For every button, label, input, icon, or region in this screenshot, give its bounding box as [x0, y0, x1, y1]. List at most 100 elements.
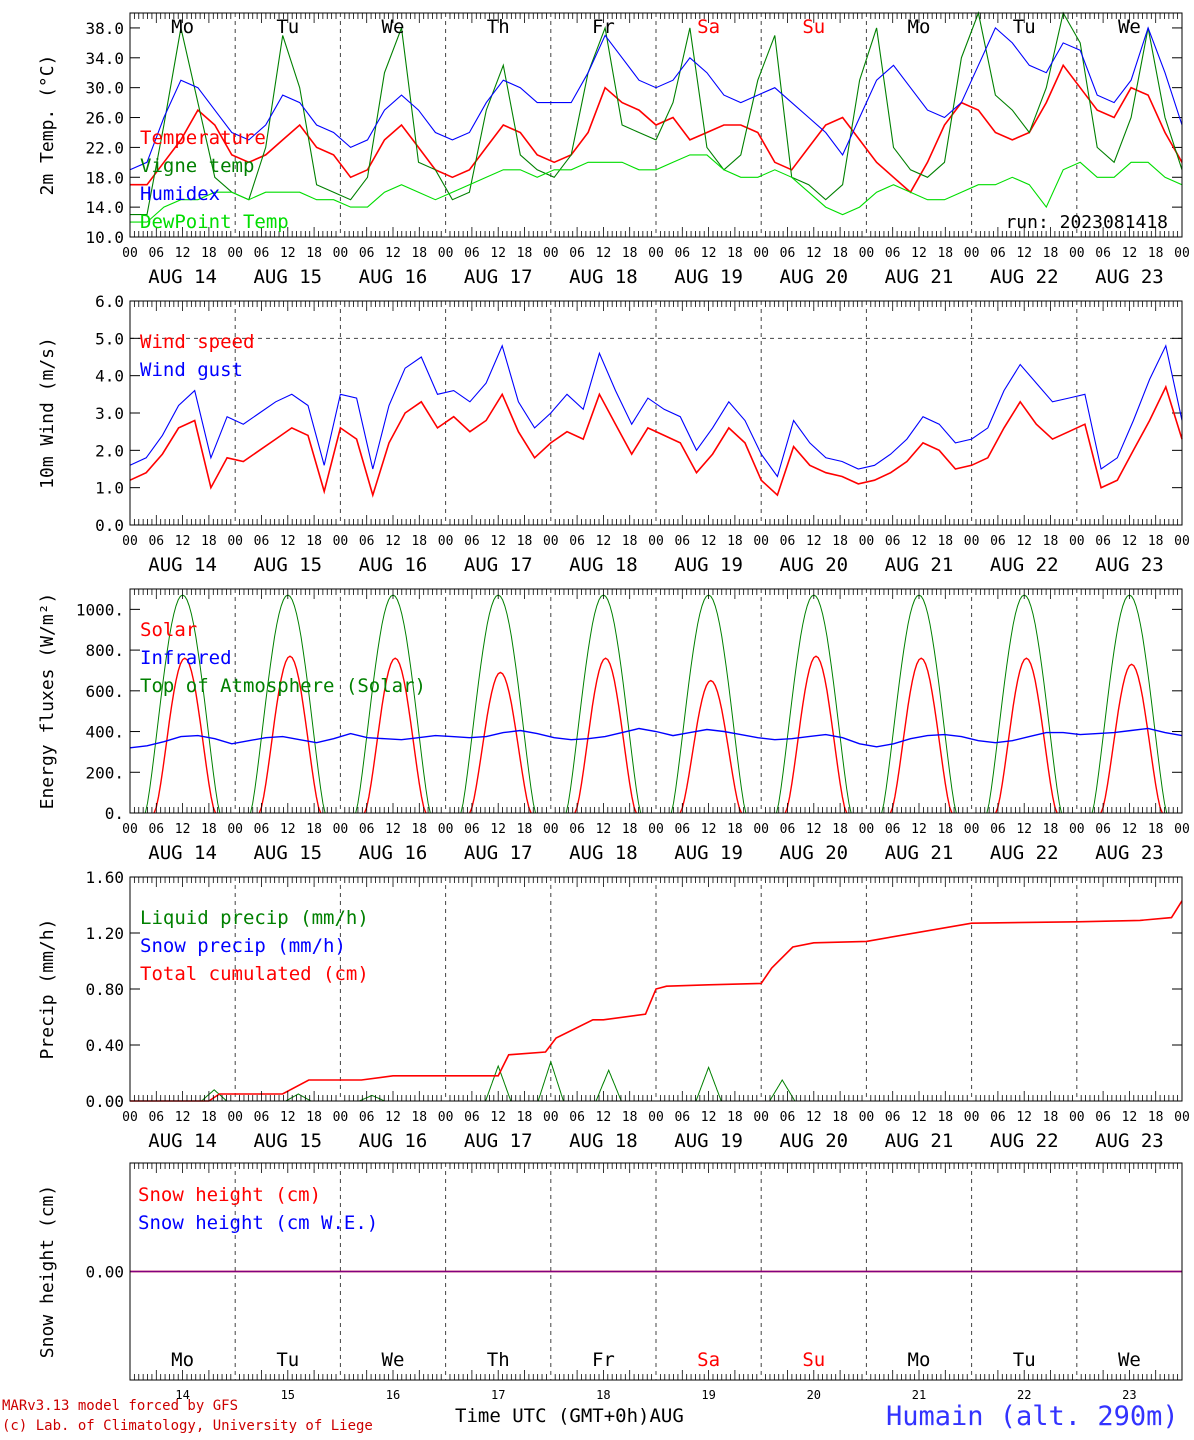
hour-tick-label: 18	[622, 822, 638, 837]
hour-tick-label: 18	[937, 1110, 953, 1125]
hour-tick-label: 06	[148, 246, 164, 261]
date-label: AUG 16	[359, 554, 428, 576]
date-label: AUG 19	[674, 842, 743, 864]
y-tick-label: 200.	[85, 763, 124, 782]
hour-tick-label: 12	[1122, 246, 1138, 261]
hour-tick-label: 18	[727, 822, 743, 837]
hour-tick-label: 06	[885, 1110, 901, 1125]
date-label: AUG 19	[674, 554, 743, 576]
hour-tick-label: 12	[385, 1110, 401, 1125]
date-label: AUG 20	[779, 266, 848, 288]
date-label: AUG 18	[569, 1130, 638, 1152]
series-line-0	[130, 63, 1183, 194]
hour-tick-label: 00	[543, 246, 559, 261]
hour-tick-label: 18	[306, 534, 322, 549]
hour-tick-label: 18	[1043, 822, 1059, 837]
date-label: AUG 21	[885, 1130, 954, 1152]
hour-tick-label: 00	[1174, 1110, 1190, 1125]
date-label: AUG 20	[779, 842, 848, 864]
liquid-precip-event	[359, 1094, 385, 1102]
hour-tick-label: 18	[517, 822, 533, 837]
legend-entry: Total cumulated (cm)	[140, 963, 369, 985]
plot-frame	[129, 876, 1183, 1102]
hour-tick-label: 00	[543, 822, 559, 837]
hour-tick-label: 12	[701, 1110, 717, 1125]
date-label: AUG 14	[148, 842, 217, 864]
hour-tick-label: 18	[727, 246, 743, 261]
hour-tick-label: 00	[648, 534, 664, 549]
y-tick-label: 0.40	[85, 1036, 124, 1055]
day-name-top: We	[382, 16, 405, 38]
day-number: 22	[1017, 1388, 1031, 1402]
y-tick-label: 34.0	[85, 49, 124, 68]
hour-tick-label: 18	[1148, 246, 1164, 261]
hour-tick-label: 12	[490, 534, 506, 549]
hour-tick-label: 12	[175, 534, 191, 549]
hour-tick-label: 00	[122, 822, 138, 837]
hour-tick-label: 00	[543, 534, 559, 549]
hour-tick-label: 12	[280, 246, 296, 261]
hour-tick-label: 00	[648, 246, 664, 261]
plot-frame	[129, 300, 1183, 526]
legend-entry: Vigne temp	[140, 155, 254, 177]
legend-entry: Snow precip (mm/h)	[140, 935, 346, 957]
hour-tick-label: 00	[227, 534, 243, 549]
hour-tick-label: 00	[333, 822, 349, 837]
hour-tick-label: 12	[701, 822, 717, 837]
total-cumulated-line	[130, 900, 1183, 1102]
day-name-bottom: We	[1118, 1349, 1141, 1371]
liquid-precip-event	[769, 1079, 796, 1102]
hour-tick-label: 18	[832, 1110, 848, 1125]
hour-tick-label: 00	[438, 1110, 454, 1125]
date-label: AUG 21	[885, 266, 954, 288]
hour-tick-label: 18	[201, 1110, 217, 1125]
date-label: AUG 20	[779, 1130, 848, 1152]
liquid-precip-event	[485, 1064, 512, 1102]
y-tick-label: 2.0	[95, 441, 124, 460]
model-credit: MARv3.13 model forced by GFS	[2, 1398, 239, 1414]
hour-tick-label: 00	[333, 1110, 349, 1125]
legend-entry: Humidex	[140, 183, 220, 205]
hour-tick-label: 06	[1095, 246, 1111, 261]
hour-tick-label: 12	[385, 822, 401, 837]
y-tick-label: 4.0	[95, 367, 124, 386]
hour-tick-label: 18	[306, 246, 322, 261]
y-tick-label: 0.00	[85, 1092, 124, 1111]
date-label: AUG 17	[464, 842, 533, 864]
date-label: AUG 23	[1095, 266, 1164, 288]
day-name-top: Tu	[1013, 16, 1036, 38]
hour-tick-label: 06	[359, 1110, 375, 1125]
hour-tick-label: 18	[622, 534, 638, 549]
hour-tick-label: 12	[1016, 1110, 1032, 1125]
station-label: Humain (alt. 290m)	[886, 1401, 1179, 1432]
hour-tick-label: 18	[411, 534, 427, 549]
series-line-3	[130, 154, 1183, 223]
y-tick-label: 18.0	[85, 168, 124, 187]
hour-tick-label: 00	[1069, 534, 1085, 549]
hour-tick-label: 12	[175, 1110, 191, 1125]
hour-tick-label: 18	[832, 246, 848, 261]
hour-tick-label: 06	[990, 534, 1006, 549]
hour-tick-label: 18	[306, 1110, 322, 1125]
date-label: AUG 23	[1095, 554, 1164, 576]
hour-tick-label: 00	[964, 534, 980, 549]
date-label: AUG 18	[569, 266, 638, 288]
hour-tick-label: 06	[254, 534, 270, 549]
hour-tick-label: 06	[1095, 822, 1111, 837]
day-number: 23	[1122, 1388, 1136, 1402]
day-number: 17	[491, 1388, 505, 1402]
day-number: 14	[175, 1388, 189, 1402]
date-label: AUG 17	[464, 266, 533, 288]
day-name-top: Fr	[592, 16, 615, 38]
hour-tick-label: 00	[964, 822, 980, 837]
hour-tick-label: 00	[438, 246, 454, 261]
hour-tick-label: 18	[517, 534, 533, 549]
day-name-top: Th	[487, 16, 510, 38]
hour-tick-label: 06	[569, 246, 585, 261]
hour-tick-label: 06	[464, 246, 480, 261]
hour-tick-label: 18	[832, 822, 848, 837]
hour-tick-label: 12	[385, 246, 401, 261]
panel-precip: 0.00 0.40 0.80 1.20 1.60 Precip (mm/h) Liquid …	[37, 868, 1190, 1152]
liquid-precip-event	[595, 1068, 622, 1102]
